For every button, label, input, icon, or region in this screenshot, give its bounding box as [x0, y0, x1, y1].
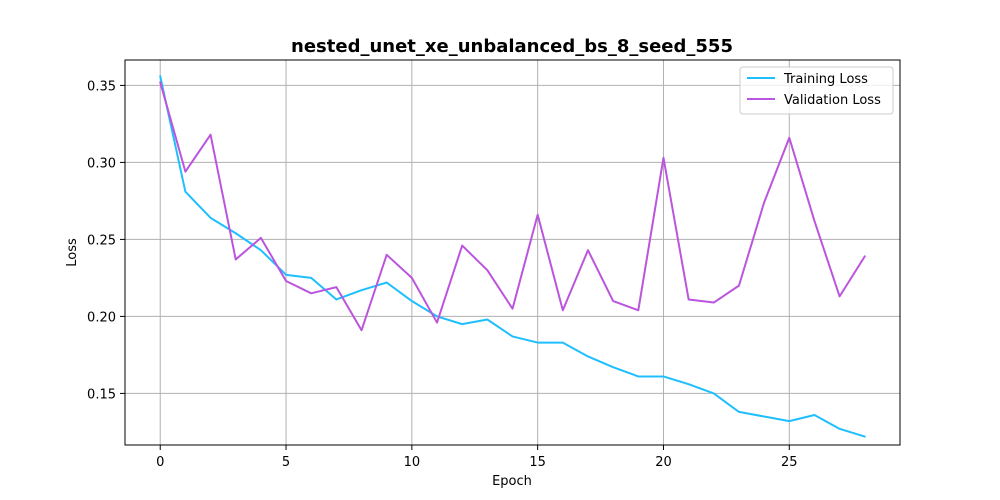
x-tick-label: 5 — [282, 455, 290, 470]
y-axis-label: Loss — [65, 238, 80, 267]
legend-box — [739, 66, 894, 115]
y-tick-label: 0.35 — [87, 79, 116, 94]
grid-layer — [125, 60, 900, 445]
tick-layer: 0 5 10 15 20 25 0.15 0.20 0.25 0.30 0.35 — [87, 79, 798, 470]
y-tick-label: 0.30 — [87, 156, 116, 171]
plot-area-frame — [124, 59, 901, 446]
x-tick-label: 20 — [655, 455, 672, 470]
legend: Training Loss Validation Loss — [739, 66, 894, 115]
y-tick-label: 0.15 — [87, 387, 116, 402]
chart-title: nested_unet_xe_unbalanced_bs_8_seed_555 — [291, 36, 733, 57]
x-tick-label: 15 — [529, 455, 546, 470]
legend-label-training: Training Loss — [783, 72, 868, 87]
x-tick-label: 10 — [404, 455, 421, 470]
x-tick-label: 25 — [781, 455, 798, 470]
x-axis-label: Epoch — [492, 474, 532, 489]
training-loss-line — [159, 75, 866, 438]
series-layer — [159, 75, 866, 438]
validation-loss-line — [159, 81, 866, 332]
y-tick-label: 0.25 — [87, 233, 116, 248]
x-tick-label: 0 — [156, 455, 164, 470]
legend-label-validation: Validation Loss — [784, 93, 881, 108]
y-tick-label: 0.20 — [87, 310, 116, 325]
